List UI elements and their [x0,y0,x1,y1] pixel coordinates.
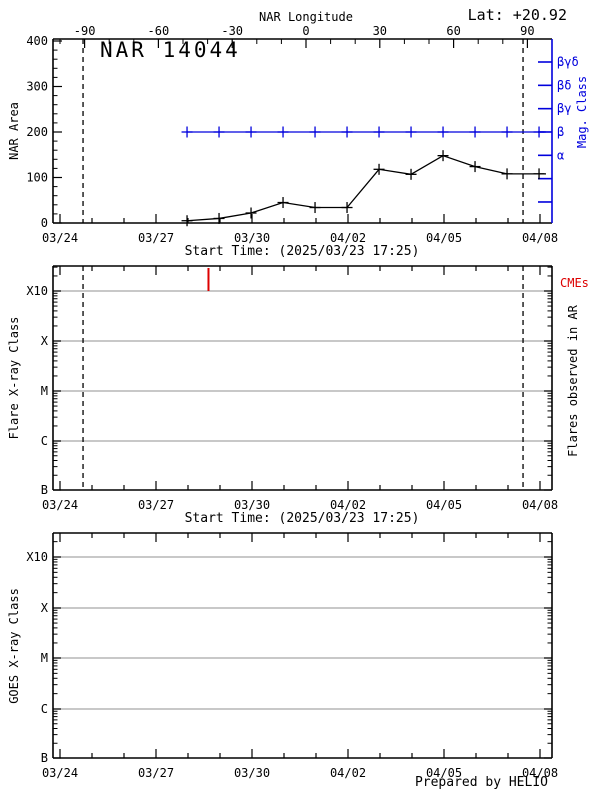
x-tick-label: 03/30 [234,231,270,245]
x-tick-label: 04/02 [330,766,366,780]
x-tick-label: 04/08 [522,766,558,780]
mag-class-tick-label: βδ [557,78,571,92]
flare-xray-axis-label: Flare X-ray Class [7,316,21,440]
y-tick-label: 100 [26,171,48,185]
mag-class-tick-label: α [557,148,564,162]
longitude-tick-label: 90 [520,24,534,38]
top-axis-title: NAR Longitude [259,10,353,24]
longitude-tick-label: -90 [74,24,96,38]
x-tick-label: 04/08 [522,231,558,245]
y-tick-label: B [41,483,48,497]
x-tick-label: 04/05 [426,231,462,245]
x-tick-label: 03/30 [234,498,270,512]
x-tick-label: 03/30 [234,766,270,780]
cmes-label: CMEs [560,276,589,290]
start-time-label-1: Start Time: (2025/03/23 17:25) [184,244,420,259]
x-tick-label: 03/27 [138,231,174,245]
longitude-tick-label: 30 [373,24,387,38]
longitude-tick-label: -30 [221,24,243,38]
y-tick-label: X10 [26,284,48,298]
nar-area-series-line [186,154,546,222]
x-tick-label: 04/05 [426,498,462,512]
chart-title: NAR 14044 [100,38,241,62]
longitude-tick-label: -60 [148,24,170,38]
y-tick-label: C [41,434,48,448]
mag-class-tick-label: β [557,125,564,139]
goes-xray-axis-label: GOES X-ray Class [7,588,21,704]
x-tick-label: 03/27 [138,766,174,780]
longitude-tick-label: 0 [302,24,309,38]
y-tick-label: B [41,751,48,765]
y-tick-label: M [41,384,48,398]
y-tick-label: 200 [26,125,48,139]
y-tick-label: C [41,702,48,716]
y-tick-label: X10 [26,550,48,564]
x-tick-label: 04/02 [330,498,366,512]
y-tick-label: X [41,334,49,348]
mag-class-tick-label: βγδ [557,55,579,69]
x-tick-label: 03/24 [42,231,78,245]
x-tick-label: 04/02 [330,231,366,245]
x-tick-label: 03/24 [42,766,78,780]
nar-area-axis-label: NAR Area [7,102,21,160]
y-tick-label: X [41,601,49,615]
longitude-tick-label: 60 [446,24,460,38]
mag-class-tick-label: βγ [557,102,571,116]
x-tick-label: 03/27 [138,498,174,512]
mag-class-axis-label: Mag. Class [575,75,589,149]
y-tick-label: 300 [26,80,48,94]
y-tick-label: M [41,651,48,665]
prepared-by-label: Prepared by HELIO [414,775,548,790]
latitude-label: Lat: +20.92 [467,6,567,24]
start-time-label-2: Start Time: (2025/03/23 17:25) [184,511,420,526]
x-tick-label: 03/24 [42,498,78,512]
y-tick-label: 0 [41,216,48,230]
flares-observed-label: Flares observed in AR [566,305,580,457]
y-tick-label: 400 [26,34,48,48]
x-tick-label: 04/05 [426,766,462,780]
x-tick-label: 04/08 [522,498,558,512]
